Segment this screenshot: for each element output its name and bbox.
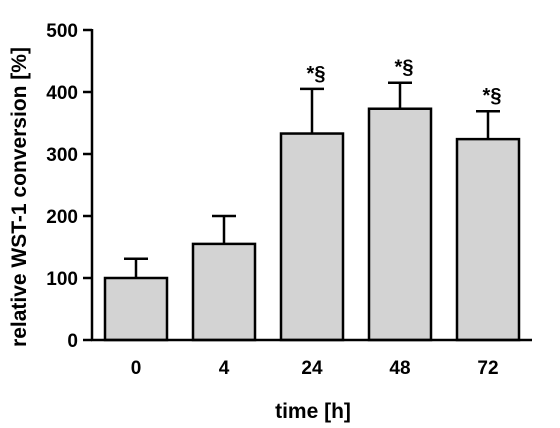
bar-72 (455, 137, 521, 342)
significance-label-24: *§ (307, 63, 326, 85)
y-tick-label: 500 (46, 21, 78, 42)
x-tick-label-0: 0 (131, 358, 142, 379)
significance-annotations: *§ *§ *§ (307, 57, 502, 108)
bar-4 (191, 242, 257, 342)
y-tick-label: 200 (46, 207, 78, 228)
bar-0 (103, 276, 169, 342)
x-tick-label-48: 48 (389, 358, 410, 379)
y-axis-title: relative WST-1 conversion [%] (8, 47, 31, 347)
significance-label-72: *§ (483, 85, 502, 107)
error-bars (124, 81, 500, 278)
y-axis-ticks: 0 100 200 300 400 500 (46, 21, 92, 352)
y-tick-label: 300 (46, 145, 78, 166)
x-tick-label-72: 72 (477, 358, 498, 379)
significance-label-48: *§ (395, 57, 414, 79)
y-tick-label: 400 (46, 83, 78, 104)
bars (103, 107, 521, 342)
x-tick-label-4: 4 (219, 358, 230, 379)
y-tick-label: 0 (67, 331, 78, 352)
x-tick-label-24: 24 (301, 358, 323, 379)
x-axis-title: time [h] (275, 400, 351, 423)
bar-24 (279, 132, 345, 342)
y-tick-label: 100 (46, 269, 78, 290)
bar-48 (367, 107, 433, 342)
x-axis-tick-labels: 0 4 24 48 72 (131, 358, 499, 379)
